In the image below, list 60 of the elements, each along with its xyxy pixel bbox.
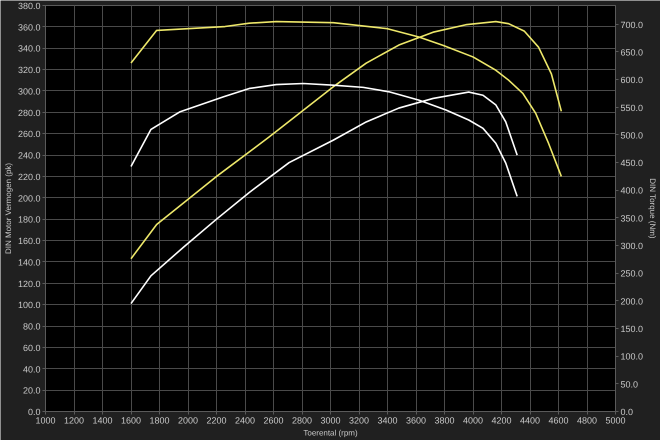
y2-tick-label: 600.0 (620, 75, 644, 86)
y-tick-label: 0.0 (28, 407, 41, 417)
y-tick-label: 340.0 (18, 44, 41, 54)
x-tick-label: 3600 (406, 416, 426, 426)
y2-tick-label: 500.0 (620, 130, 644, 140)
y-tick-label: 220.0 (18, 172, 41, 182)
y2-tick-label: 0.0 (620, 407, 634, 417)
y-tick-label: 200.0 (18, 193, 41, 204)
y-tick-label: 60.0 (22, 342, 41, 353)
x-tick-label: 4400 (520, 416, 540, 426)
x-tick-label: 3000 (320, 416, 341, 426)
x-tick-label: 2600 (263, 416, 284, 426)
y2-tick-label: 400.0 (620, 186, 644, 196)
y2-tick-label: 150.0 (620, 324, 644, 334)
y-tick-label: 140.0 (18, 257, 41, 268)
y2-tick-label: 550.0 (620, 102, 644, 113)
x-tick-label: 4000 (462, 416, 484, 426)
x-tick-label: 1600 (120, 416, 142, 426)
y2-tick-label: 50.0 (620, 379, 638, 390)
y-tick-label: 160.0 (18, 236, 41, 246)
x-tick-label: 1400 (92, 416, 113, 426)
x-tick-label: 4600 (548, 416, 569, 426)
y-tick-label: 40.0 (22, 364, 41, 374)
y2-tick-label: 200.0 (620, 296, 644, 306)
y-tick-label: 20.0 (22, 386, 41, 396)
y-tick-label: 360.0 (18, 22, 41, 32)
y-tick-label: 380.0 (18, 1, 41, 11)
y2-tick-label: 250.0 (620, 268, 644, 279)
y2-tick-label: 100.0 (620, 352, 644, 362)
y-tick-label: 120.0 (18, 278, 41, 289)
x-tick-label: 4800 (576, 416, 598, 426)
y-tick-label: 320.0 (18, 65, 41, 76)
x-axis-title: Toerental (rpm) (303, 428, 358, 438)
x-tick-label: 2800 (292, 416, 312, 426)
x-tick-label: 1800 (149, 416, 170, 426)
y2-tick-label: 650.0 (620, 47, 644, 58)
x-tick-label: 1000 (35, 416, 56, 426)
y2-tick-label: 300.0 (620, 241, 644, 252)
line-series (130, 20, 562, 260)
x-tick-label: 3800 (434, 416, 455, 426)
y-tick-label: 180.0 (18, 214, 41, 225)
y-axis-title: DIN Motor Vermogen (pk) (4, 162, 13, 254)
y-tick-label: 80.0 (22, 322, 41, 332)
y2-tick-label: 700.0 (620, 20, 644, 30)
x-tick-label: 4200 (491, 416, 512, 426)
y-tick-label: 300.0 (18, 86, 41, 96)
y2-axis-title: DIN Torque (Nm) (648, 178, 658, 239)
x-tick-label: 5000 (605, 416, 626, 426)
y-tick-label: 240.0 (18, 150, 41, 161)
y-tick-label: 260.0 (18, 129, 41, 140)
y2-tick-label: 350.0 (620, 213, 644, 224)
x-tick-label: 3400 (377, 416, 398, 426)
y2-tick-label: 450.0 (620, 158, 644, 168)
x-tick-label: 2200 (206, 416, 227, 426)
x-tick-label: 1200 (64, 416, 84, 426)
x-tick-label: 3200 (348, 416, 370, 426)
y-tick-label: 280.0 (18, 108, 41, 118)
x-tick-label: 2000 (178, 416, 198, 426)
y-tick-label: 100.0 (18, 300, 41, 310)
x-tick-label: 2400 (234, 416, 256, 426)
